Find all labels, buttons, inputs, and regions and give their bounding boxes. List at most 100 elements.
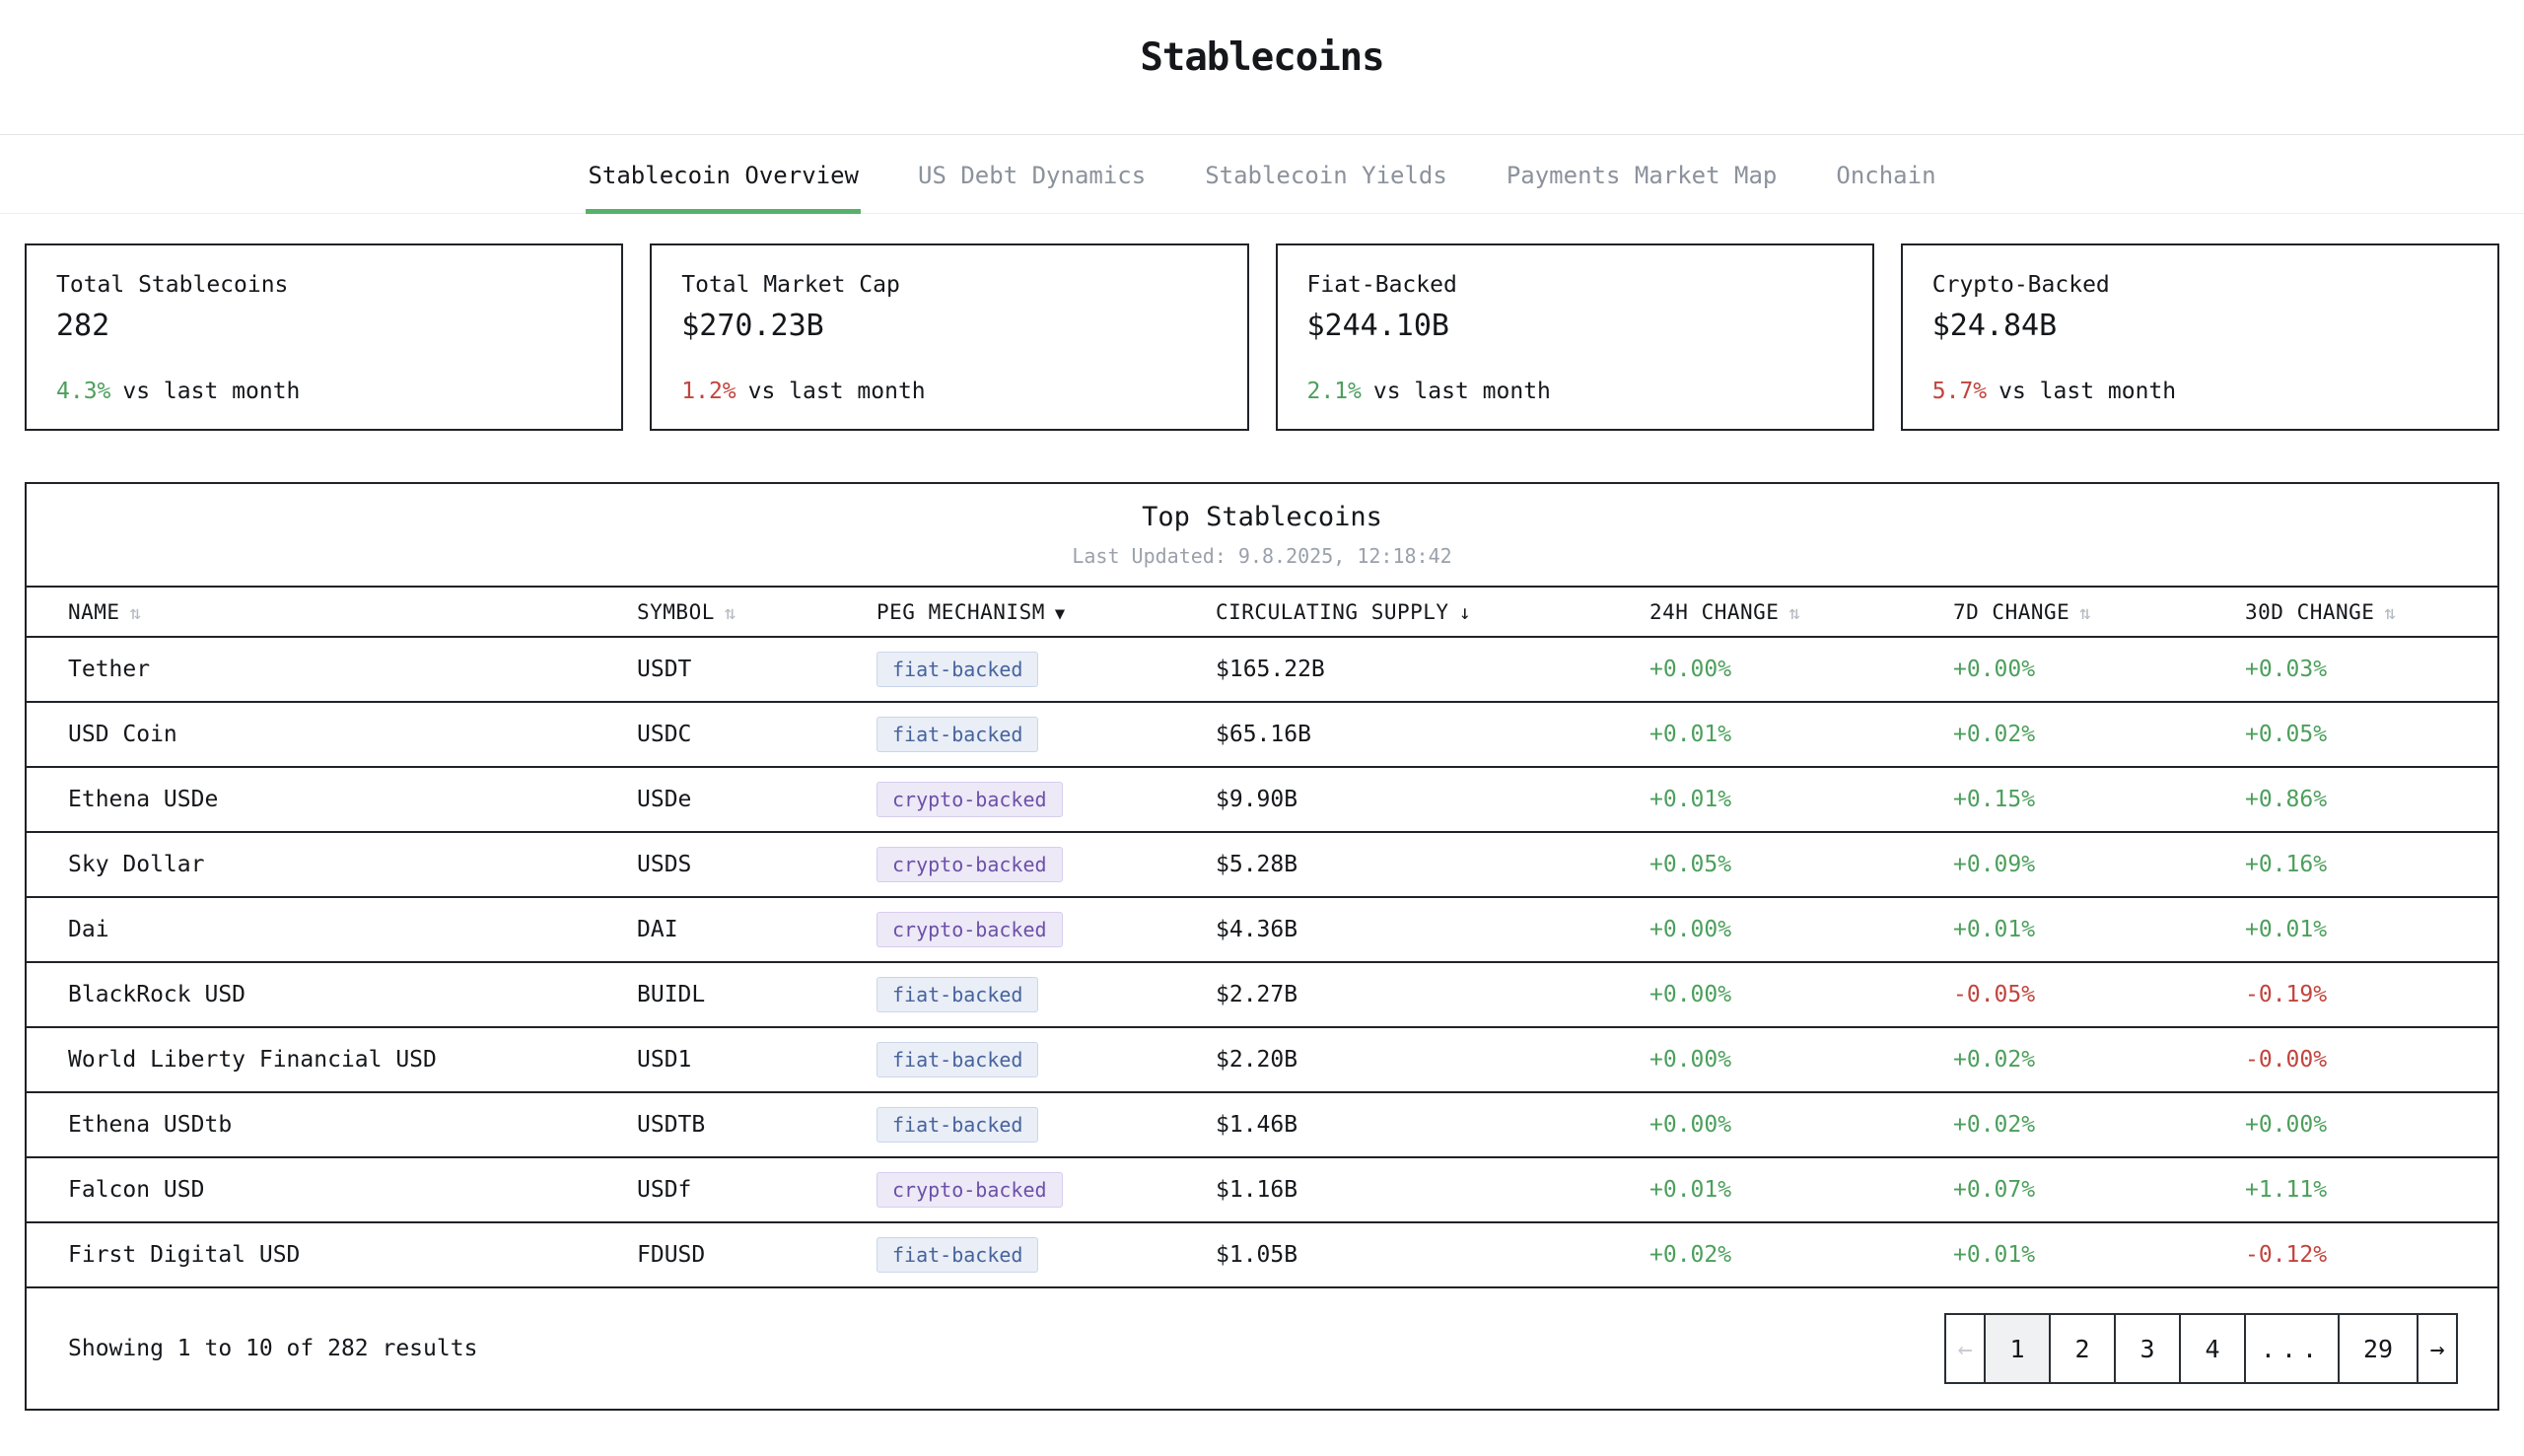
column-header-symbol[interactable]: SYMBOL ⇅ xyxy=(596,586,835,638)
change-30d-cell: +0.01% xyxy=(2204,897,2497,963)
stat-card-change-suffix: vs last month xyxy=(747,379,926,404)
tab-us-debt-dynamics[interactable]: US Debt Dynamics xyxy=(918,162,1147,189)
circulating-supply-cell: $1.05B xyxy=(1174,1222,1608,1288)
symbol-cell: FDUSD xyxy=(596,1222,835,1288)
table-row-usd-coin: USD Coin USDC fiat-backed $65.16B +0.01% +0.0… xyxy=(27,702,2497,768)
change-30d-cell: -0.00% xyxy=(2204,1027,2497,1093)
change-30d-cell: +0.16% xyxy=(2204,832,2497,898)
change-7d-cell: +0.02% xyxy=(1912,702,2204,768)
change-7d-cell: +0.01% xyxy=(1912,897,2204,963)
stat-card-change: 1.2% vs last month xyxy=(681,378,1217,405)
tab-payments-market-map[interactable]: Payments Market Map xyxy=(1506,162,1778,189)
change-7d-cell: +0.09% xyxy=(1912,832,2204,898)
stat-card-label: Fiat-Backed xyxy=(1306,272,1457,298)
peg-mechanism-badge: fiat-backed xyxy=(876,652,1039,687)
stat-card-change-percent: 5.7% xyxy=(1931,379,1988,404)
stat-card-change: 5.7% vs last month xyxy=(1932,378,2468,405)
peg-mechanism-cell: fiat-backed xyxy=(835,962,1174,1028)
name-cell: First Digital USD xyxy=(27,1222,596,1288)
stat-card-change: 4.3% vs last month xyxy=(56,378,592,405)
page-header: Stablecoins xyxy=(0,0,2524,135)
symbol-cell: DAI xyxy=(596,897,835,963)
table-title: Top Stablecoins xyxy=(1142,502,1382,532)
tab-bar: Stablecoin Overview US Debt Dynamics Stabl… xyxy=(0,135,2524,214)
stat-card-change-percent: 2.1% xyxy=(1306,379,1362,404)
symbol-cell: USDT xyxy=(596,637,835,703)
tab-stablecoin-yields[interactable]: Stablecoin Yields xyxy=(1205,162,1447,189)
stat-card-value: 282 xyxy=(56,309,110,343)
tab-onchain[interactable]: Onchain xyxy=(1836,162,1936,189)
peg-mechanism-cell: crypto-backed xyxy=(835,897,1174,963)
column-header-label: 24H CHANGE xyxy=(1649,599,1780,624)
stat-card-change-suffix: vs last month xyxy=(122,379,301,404)
column-header-circulating-supply[interactable]: CIRCULATING SUPPLY ↓ xyxy=(1174,586,1608,638)
column-header-label: 7D CHANGE xyxy=(1953,599,2070,624)
table-head: Top Stablecoins Last Updated: 9.8.2025, … xyxy=(27,484,2497,586)
change-24h-cell: +0.02% xyxy=(1608,1222,1912,1288)
change-24h-cell: +0.01% xyxy=(1608,1157,1912,1223)
table-row-dai: Dai DAI crypto-backed $4.36B +0.00% +0.01% +0.… xyxy=(27,897,2497,963)
change-24h-cell: +0.00% xyxy=(1608,637,1912,703)
column-header-30d-change[interactable]: 30D CHANGE ⇅ xyxy=(2204,586,2497,638)
column-header-7d-change[interactable]: 7D CHANGE ⇅ xyxy=(1912,586,2204,638)
name-cell: Ethena USDe xyxy=(27,767,596,833)
results-summary: Showing 1 to 10 of 282 results xyxy=(68,1336,478,1361)
peg-mechanism-badge: crypto-backed xyxy=(876,1172,1063,1208)
name-cell: World Liberty Financial USD xyxy=(27,1027,596,1093)
sort-both-icon: ⇅ xyxy=(2079,601,2092,624)
page-button-29[interactable]: 29 xyxy=(2338,1313,2419,1384)
stat-card-change-suffix: vs last month xyxy=(1372,379,1551,404)
circulating-supply-cell: $1.16B xyxy=(1174,1157,1608,1223)
column-header-name[interactable]: NAME ⇅ xyxy=(27,586,596,638)
change-30d-cell: -0.12% xyxy=(2204,1222,2497,1288)
change-30d-cell: -0.19% xyxy=(2204,962,2497,1028)
tab-stablecoin-overview[interactable]: Stablecoin Overview xyxy=(586,135,861,214)
peg-mechanism-badge: crypto-backed xyxy=(876,782,1063,817)
next-page-button[interactable]: → xyxy=(2417,1313,2458,1384)
stat-card-label: Crypto-Backed xyxy=(1931,272,2110,298)
circulating-supply-cell: $65.16B xyxy=(1174,702,1608,768)
table-body: Tether USDT fiat-backed $165.22B +0.00% +0.00… xyxy=(27,637,2497,1288)
name-cell: Falcon USD xyxy=(27,1157,596,1223)
change-30d-cell: +1.11% xyxy=(2204,1157,2497,1223)
stat-card-fiat-backed: Fiat-Backed $244.10B 2.1% vs last month xyxy=(1275,243,1874,431)
sort-both-icon: ⇅ xyxy=(1788,601,1801,624)
page-button-2[interactable]: 2 xyxy=(2049,1313,2116,1384)
column-header-label: CIRCULATING SUPPLY xyxy=(1216,599,1449,624)
name-cell: Sky Dollar xyxy=(27,832,596,898)
table-row-blackrock-usd: BlackRock USD BUIDL fiat-backed $2.27B +0.00… xyxy=(27,962,2497,1028)
symbol-cell: BUIDL xyxy=(596,962,835,1028)
peg-mechanism-badge: fiat-backed xyxy=(876,717,1039,752)
peg-mechanism-badge: fiat-backed xyxy=(876,1042,1039,1077)
symbol-cell: USDe xyxy=(596,767,835,833)
peg-mechanism-badge: crypto-backed xyxy=(876,912,1063,947)
change-24h-cell: +0.00% xyxy=(1608,1092,1912,1158)
name-cell: BlackRock USD xyxy=(27,962,596,1028)
sort-both-icon: ⇅ xyxy=(129,601,142,624)
page-button-3[interactable]: 3 xyxy=(2114,1313,2181,1384)
symbol-cell: USDTB xyxy=(596,1092,835,1158)
stat-card-total-stablecoins: Total Stablecoins 282 4.3% vs last month xyxy=(25,243,624,431)
name-cell: Dai xyxy=(27,897,596,963)
stat-card-total-market-cap: Total Market Cap $270.23B 1.2% vs last mont… xyxy=(650,243,1249,431)
sort-both-icon: ⇅ xyxy=(2384,601,2397,624)
page-button-1[interactable]: 1 xyxy=(1984,1313,2051,1384)
column-header-label: 30D CHANGE xyxy=(2245,599,2375,624)
column-header-label: SYMBOL xyxy=(637,599,715,624)
column-header-peg-mechanism[interactable]: PEG MECHANISM ▼ xyxy=(835,586,1174,638)
circulating-supply-cell: $5.28B xyxy=(1174,832,1608,898)
stat-card-change-percent: 1.2% xyxy=(681,379,736,404)
peg-mechanism-cell: fiat-backed xyxy=(835,1092,1174,1158)
sort-both-icon: ⇅ xyxy=(724,601,736,624)
change-24h-cell: +0.01% xyxy=(1608,702,1912,768)
circulating-supply-cell: $9.90B xyxy=(1174,767,1608,833)
peg-mechanism-cell: fiat-backed xyxy=(835,637,1174,703)
change-7d-cell: +0.02% xyxy=(1912,1092,2204,1158)
peg-mechanism-cell: crypto-backed xyxy=(835,1157,1174,1223)
pagination: ← 1 2 3 4... 29 → xyxy=(1944,1313,2458,1384)
column-header-24h-change[interactable]: 24H CHANGE ⇅ xyxy=(1608,586,1912,638)
page-button-4[interactable]: 4 xyxy=(2179,1313,2246,1384)
table-row-tether: Tether USDT fiat-backed $165.22B +0.00% +0.00… xyxy=(27,637,2497,703)
change-7d-cell: +0.02% xyxy=(1912,1027,2204,1093)
table-row-world-liberty-financial-usd: World Liberty Financial USD USD1 fiat-back… xyxy=(27,1027,2497,1093)
